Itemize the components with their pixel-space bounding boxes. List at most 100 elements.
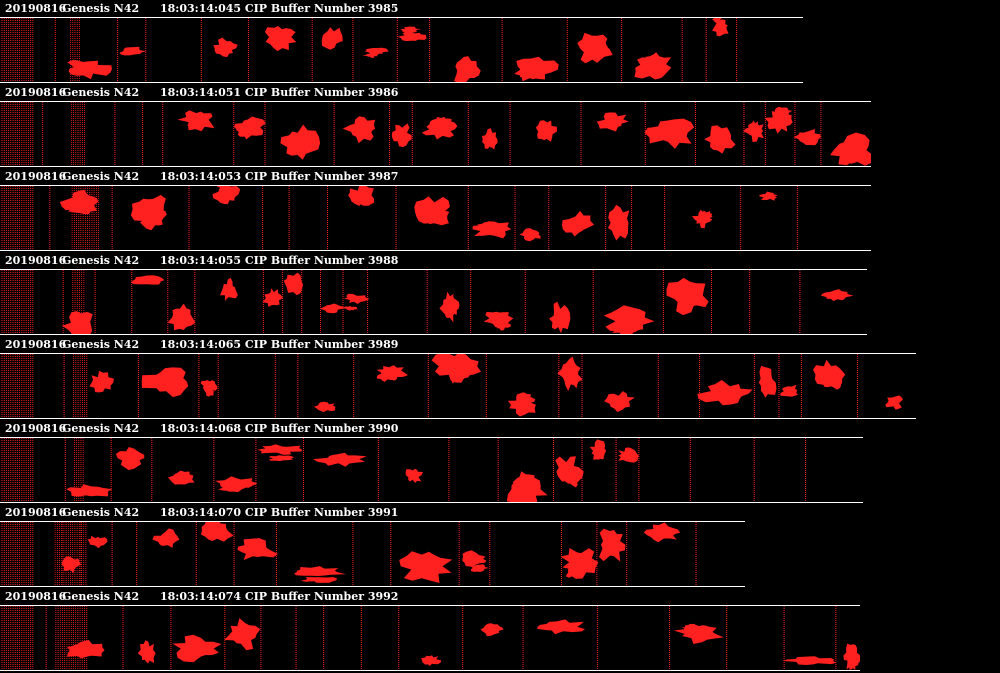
particle-blob xyxy=(213,37,238,58)
particle-blob xyxy=(115,447,145,471)
particle-images xyxy=(1,270,854,334)
particle-blob xyxy=(137,640,156,664)
particle-blob xyxy=(604,391,636,412)
particle-blob xyxy=(586,38,608,56)
particle-blob xyxy=(426,207,450,225)
particle-blob xyxy=(782,656,837,665)
particle-blob xyxy=(681,623,710,635)
particle-blob xyxy=(512,471,536,492)
particle-blob xyxy=(702,210,713,219)
particle-blob xyxy=(519,64,547,80)
divider-bottom xyxy=(0,250,871,251)
particle-blob xyxy=(313,401,336,413)
buffer-date: 20190816 xyxy=(5,590,67,603)
probe-name: Genesis N42 xyxy=(62,254,140,267)
particle-image-area xyxy=(0,606,860,670)
particle-blob xyxy=(454,56,481,82)
particle-blob xyxy=(140,209,167,231)
divider-bottom xyxy=(0,334,867,335)
particle-blob xyxy=(289,135,309,154)
dense-slice-lines xyxy=(1,18,80,82)
particle-blob xyxy=(516,392,536,406)
buffer-strip: 20190816 Genesis N42 18:03:14:051 CIP Buff… xyxy=(0,84,1000,168)
particle-blob xyxy=(759,191,778,201)
particle-image-area xyxy=(0,18,803,82)
particle-blob xyxy=(376,372,398,382)
particle-blob xyxy=(774,106,793,120)
particle-blob xyxy=(640,54,666,73)
particle-blob xyxy=(565,563,586,578)
particle-blob xyxy=(651,123,679,140)
divider-top xyxy=(0,269,867,270)
buffer-strip: 20190816 Genesis N42 18:03:14:070 CIP Buff… xyxy=(0,504,1000,588)
particle-blob xyxy=(823,374,842,390)
particle-blob xyxy=(560,548,599,579)
dense-slice-lines xyxy=(1,522,87,586)
divider-top xyxy=(0,605,860,606)
buffer-timestamp-number: 18:03:14:055 CIP Buffer Number 3988 xyxy=(160,254,399,267)
particle-blob xyxy=(87,535,108,549)
particle-blob xyxy=(477,222,500,234)
particle-blob xyxy=(704,125,736,154)
particle-blob xyxy=(535,120,557,142)
particle-blob xyxy=(300,577,337,583)
particle-blob xyxy=(269,455,295,462)
particle-blob xyxy=(342,306,359,311)
particle-blob xyxy=(130,275,164,285)
probe-name: Genesis N42 xyxy=(62,2,140,15)
buffer-strip: 20190816 Genesis N42 18:03:14:065 CIP Buff… xyxy=(0,336,1000,420)
particle-images xyxy=(1,606,860,670)
buffer-strip: 20190816 Genesis N42 18:03:14:074 CIP Buff… xyxy=(0,588,1000,672)
buffer-timestamp-number: 18:03:14:051 CIP Buffer Number 3986 xyxy=(160,86,399,99)
buffer-timestamp-number: 18:03:14:068 CIP Buffer Number 3990 xyxy=(160,422,399,435)
particle-blob xyxy=(564,367,579,386)
particle-blob xyxy=(561,470,580,488)
particle-blob xyxy=(496,319,512,331)
buffer-header: 20190816 Genesis N42 18:03:14:055 CIP Buff… xyxy=(0,252,1000,269)
particle-blob xyxy=(400,26,422,34)
particle-blob xyxy=(793,129,821,146)
dense-slice-lines xyxy=(1,354,88,418)
particle-blob xyxy=(355,194,373,206)
dense-slice-lines xyxy=(1,102,85,166)
particle-blob xyxy=(443,361,472,383)
divider-top xyxy=(0,521,745,522)
buffer-date: 20190816 xyxy=(5,506,67,519)
probe-name: Genesis N42 xyxy=(62,86,140,99)
particle-blob xyxy=(67,59,112,80)
probe-name: Genesis N42 xyxy=(62,170,140,183)
particle-blob xyxy=(537,619,585,635)
buffer-date: 20190816 xyxy=(5,422,67,435)
particle-blob xyxy=(697,380,753,406)
particle-blob xyxy=(218,483,246,493)
particle-blob xyxy=(353,119,374,134)
particle-blob xyxy=(596,112,629,132)
buffer-timestamp-number: 18:03:14:074 CIP Buffer Number 3992 xyxy=(160,590,399,603)
particle-blob xyxy=(407,469,417,479)
particle-image-area xyxy=(0,270,867,334)
divider-bottom xyxy=(0,586,745,587)
particle-blob xyxy=(678,287,702,308)
particle-blob xyxy=(294,566,346,576)
buffer-strip: 20190816 Genesis N42 18:03:14:068 CIP Buff… xyxy=(0,420,1000,504)
probe-name: Genesis N42 xyxy=(62,590,140,603)
particle-blob xyxy=(200,380,218,393)
particle-images xyxy=(1,354,903,418)
particle-images xyxy=(1,186,798,250)
particle-images xyxy=(1,522,697,586)
particle-image-area xyxy=(0,186,871,250)
divider-bottom xyxy=(0,166,871,167)
buffer-date: 20190816 xyxy=(5,254,67,267)
particle-blob xyxy=(847,655,859,670)
buffer-strip: 20190816 Genesis N42 18:03:14:055 CIP Buff… xyxy=(0,252,1000,336)
particle-blob xyxy=(200,522,234,542)
divider-bottom xyxy=(0,418,916,419)
particle-blob xyxy=(599,528,626,562)
particle-blob xyxy=(519,228,541,242)
particle-blob xyxy=(67,640,105,659)
particle-images xyxy=(1,18,738,82)
particle-blob xyxy=(592,449,605,461)
buffer-timestamp-number: 18:03:14:065 CIP Buffer Number 3989 xyxy=(160,338,399,351)
particle-blob xyxy=(167,303,196,331)
particle-blob xyxy=(319,303,344,314)
